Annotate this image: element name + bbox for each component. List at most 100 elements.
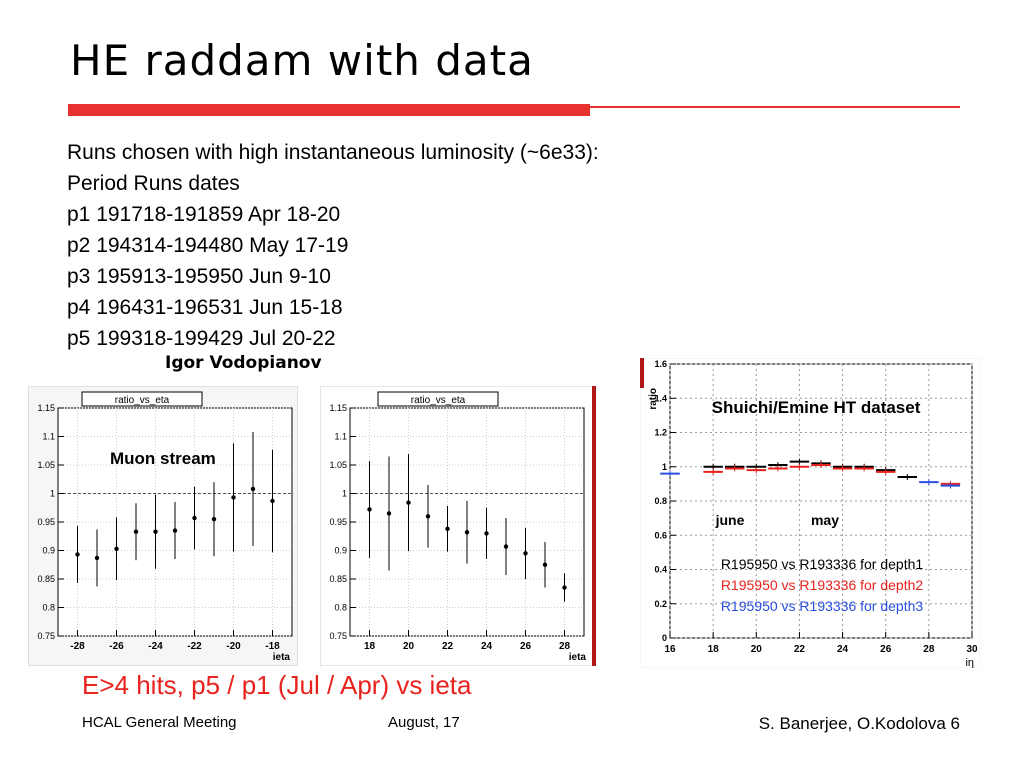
run-list-line: Runs chosen with high instantaneous lumi…	[67, 141, 599, 164]
y-tick-label: 1.15	[329, 403, 347, 413]
data-point	[464, 530, 470, 535]
data-point	[114, 546, 119, 551]
panel-edge	[592, 386, 596, 666]
chart-title-box	[377, 391, 499, 407]
y-tick-label: 0	[662, 633, 667, 643]
chart-ht-dataset: 0 0.2 0.4 0.6 0.8 1 1.2 1.4 1.6 16 18 20 22 24 26 28 30…	[640, 358, 980, 668]
x-tick-label: -26	[109, 641, 124, 652]
x-axis-ticks: -28 -26 -24 -22 -20 -18	[70, 630, 280, 652]
data-point	[231, 495, 236, 500]
y-tick-label: 1	[662, 462, 667, 472]
run-list-line: Period Runs dates	[67, 172, 240, 195]
june-label: june	[715, 512, 745, 528]
x-axis-label: ieta	[569, 652, 587, 663]
y-tick-label: 0.6	[654, 530, 667, 540]
y-tick-label: 0.8	[654, 496, 667, 506]
y-tick-label: 0.95	[329, 517, 347, 527]
muon-stream-label: Muon stream	[110, 449, 216, 468]
grid	[669, 363, 973, 639]
slide-title: HE raddam with data	[70, 36, 534, 85]
y-tick-label: 0.8	[42, 603, 55, 613]
x-tick-label: 24	[837, 644, 849, 655]
data-points	[367, 454, 567, 602]
y-tick-label: 0.85	[329, 574, 347, 584]
chart-title-line1: Shuichi/Emine HT dataset	[712, 398, 921, 417]
data-point	[211, 516, 217, 522]
chart-title: ratio_vs_eta	[115, 395, 170, 406]
data-point	[386, 511, 392, 516]
run-list-line: p3 195913-195950 Jun 9-10	[67, 265, 331, 288]
data-point	[75, 552, 80, 557]
may-label: may	[811, 512, 839, 528]
data-point	[172, 528, 178, 533]
chart-title: Shuichi/Emine HT dataset	[712, 398, 921, 417]
x-tick-label: -28	[70, 641, 85, 652]
legend-entry: R195950 vs R193336 for depth2	[721, 577, 924, 593]
y-tick-label: 0.9	[42, 546, 55, 556]
y-axis-label: ratio	[648, 388, 659, 410]
data-point	[153, 529, 158, 534]
legend: R195950 vs R193336 for depth1 R195950 vs …	[721, 556, 924, 614]
y-axis-ticks: 0 0.2 0.4 0.6 0.8 1 1.2 1.4 1.6	[654, 359, 676, 643]
x-tick-label: 18	[364, 641, 376, 652]
x-tick-label: -24	[148, 641, 163, 652]
x-tick-label: 28	[559, 641, 571, 652]
x-tick-label: 16	[664, 644, 676, 655]
x-tick-label: 18	[708, 644, 720, 655]
x-tick-label: 20	[403, 641, 415, 652]
run-list-line: p1 191718-191859 Apr 18-20	[67, 203, 341, 226]
y-tick-label: 1	[342, 489, 347, 499]
y-axis-ticks: 0.75 0.8 0.85 0.9 0.95 1 1.05 1.1 1.15	[37, 403, 64, 641]
title-underline-thick	[68, 104, 590, 116]
footer-right: S. Banerjee, O.Kodolova 6	[758, 714, 960, 733]
data-point	[425, 514, 431, 519]
x-tick-label: 22	[442, 641, 454, 652]
run-list-line: p4 196431-196531 Jun 15-18	[67, 296, 343, 319]
data-point	[484, 531, 489, 536]
data-point	[406, 500, 411, 505]
data-point	[542, 562, 548, 567]
x-tick-label: 22	[794, 644, 806, 655]
x-tick-label: 20	[751, 644, 763, 655]
y-axis-ticks: 0.75 0.8 0.85 0.9 0.95 1 1.05 1.1 1.15	[329, 403, 356, 641]
y-tick-label: 1.15	[37, 403, 55, 413]
y-tick-label: 1.05	[37, 460, 55, 470]
y-tick-label: 1.05	[329, 460, 347, 470]
data-point	[523, 551, 528, 556]
y-tick-label: 0.95	[37, 517, 55, 527]
data-point	[250, 486, 256, 492]
y-tick-label: 1	[50, 489, 55, 499]
data-point	[270, 498, 275, 504]
legend-entry: R195950 vs R193336 for depth1	[721, 556, 924, 572]
x-tick-label: -22	[187, 641, 202, 652]
chart-muon-negative-eta: ratio_vs_eta 0.75 0.8 0.85 0.9 0.95 1 1.05 1.1 1…	[28, 386, 298, 666]
y-tick-label: 1.4	[654, 393, 667, 403]
credit-left: Igor Vodopianov	[165, 353, 322, 373]
title-underline-thin	[590, 106, 960, 108]
footer-center: August, 17	[388, 714, 460, 731]
y-tick-label: 1.1	[42, 432, 55, 442]
y-tick-label: 1.6	[654, 359, 667, 369]
x-axis-ticks: 16 18 20 22 24 26 28 30	[664, 632, 978, 655]
footer-left: HCAL General Meeting	[82, 714, 237, 731]
chart-positive-eta: ratio_vs_eta 0.75 0.8 0.85 0.9 0.95 1 1.05 1.1 1…	[320, 386, 596, 666]
run-list-line: p5 199318-199429 Jul 20-22	[67, 327, 336, 350]
y-tick-label: 0.85	[37, 574, 55, 584]
data-point	[192, 515, 197, 521]
x-axis-label: ieta	[273, 652, 291, 663]
y-tick-label: 0.75	[37, 631, 55, 641]
y-tick-label: 0.4	[654, 565, 667, 575]
x-axis-label: iη	[965, 657, 974, 668]
data-point	[94, 555, 100, 561]
y-tick-label: 0.8	[334, 603, 347, 613]
x-tick-label: 26	[880, 644, 892, 655]
data-points	[75, 431, 275, 587]
chart-title-box	[81, 391, 203, 407]
x-tick-label: -20	[226, 641, 241, 652]
x-axis-ticks: 18 20 22 24 26 28	[364, 630, 571, 652]
run-list-line: p2 194314-194480 May 17-19	[67, 234, 349, 257]
y-tick-label: 0.75	[329, 631, 347, 641]
legend-entry: R195950 vs R193336 for depth3	[721, 598, 924, 614]
data-point	[367, 507, 372, 512]
x-tick-label: 26	[520, 641, 532, 652]
